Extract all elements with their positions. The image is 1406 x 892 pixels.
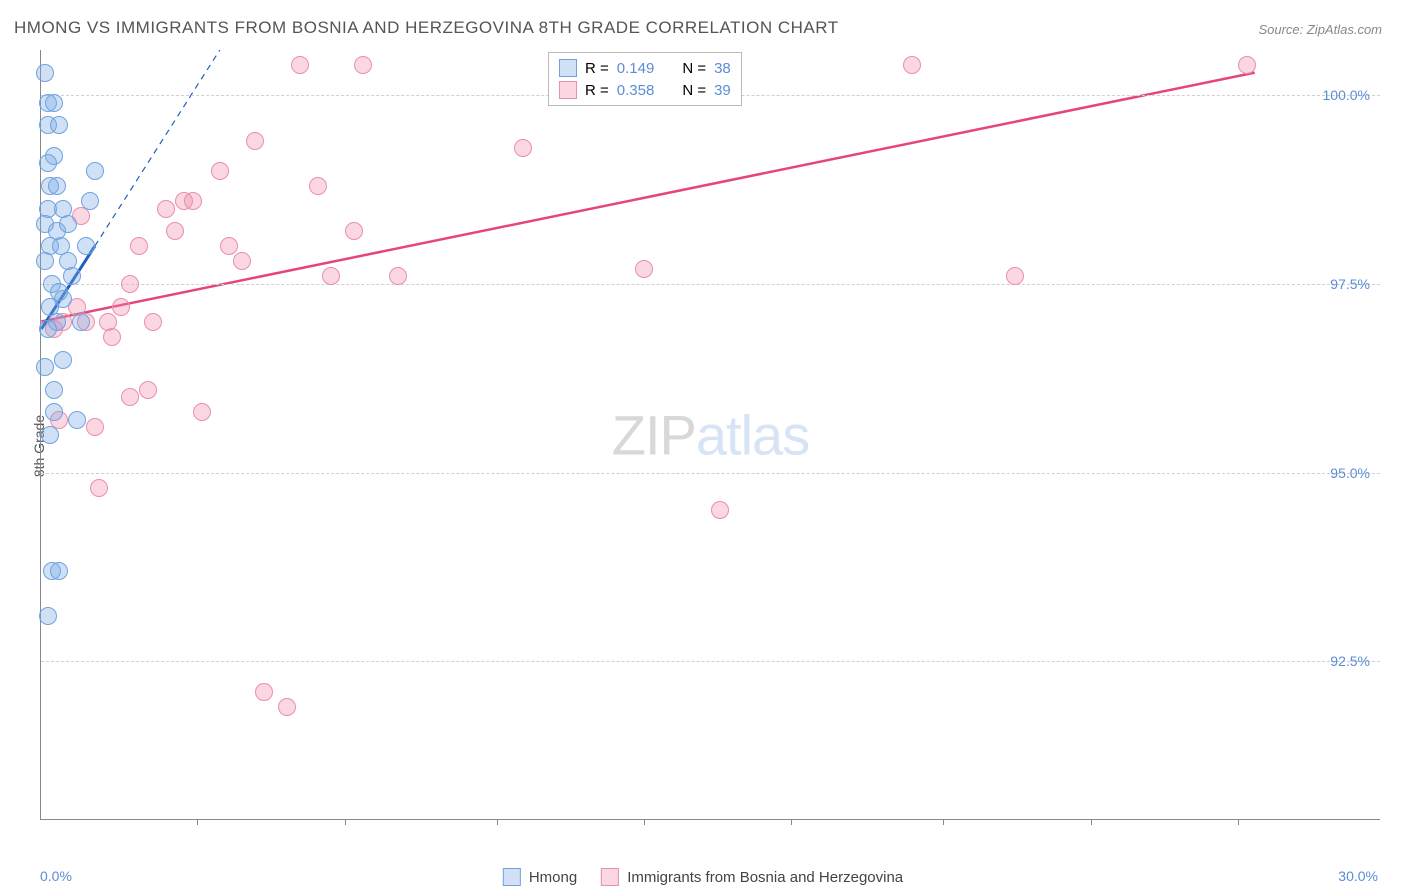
bosnia-point <box>211 162 229 180</box>
stats-row-bosnia: R = 0.358 N = 39 <box>559 79 731 101</box>
hmong-point <box>39 607 57 625</box>
bosnia-point <box>322 267 340 285</box>
x-axis-min-label: 0.0% <box>40 868 72 884</box>
bosnia-point <box>635 260 653 278</box>
hmong-point <box>72 313 90 331</box>
y-tick-label: 95.0% <box>1330 465 1370 481</box>
hmong-point <box>50 562 68 580</box>
plot-area: ZIPatlas 100.0% 97.5% 95.0% 92.5% <box>40 50 1380 820</box>
hmong-swatch <box>559 59 577 77</box>
bosnia-point <box>112 298 130 316</box>
hmong-point <box>36 64 54 82</box>
n-label: N = <box>682 82 706 99</box>
bosnia-point <box>139 381 157 399</box>
source-attribution: Source: ZipAtlas.com <box>1258 22 1382 37</box>
y-tick-label: 92.5% <box>1330 653 1370 669</box>
n-label: N = <box>682 60 706 77</box>
hmong-point <box>81 192 99 210</box>
x-tick-mark <box>197 819 198 825</box>
bosnia-point <box>711 501 729 519</box>
x-tick-mark <box>1091 819 1092 825</box>
x-tick-mark <box>1238 819 1239 825</box>
y-tick-label: 100.0% <box>1323 87 1370 103</box>
bosnia-point <box>903 56 921 74</box>
bosnia-point <box>1238 56 1256 74</box>
legend-item-hmong: Hmong <box>503 868 577 886</box>
bosnia-point <box>309 177 327 195</box>
hmong-point <box>50 283 68 301</box>
bosnia-point <box>345 222 363 240</box>
hmong-point <box>39 320 57 338</box>
x-tick-mark <box>791 819 792 825</box>
bosnia-swatch <box>559 81 577 99</box>
x-axis-max-label: 30.0% <box>1338 868 1378 884</box>
bottom-legend: Hmong Immigrants from Bosnia and Herzego… <box>503 868 903 886</box>
bosnia-point <box>1006 267 1024 285</box>
hmong-point <box>63 267 81 285</box>
x-tick-mark <box>644 819 645 825</box>
bosnia-point <box>130 237 148 255</box>
hmong-point <box>48 177 66 195</box>
bosnia-swatch <box>601 868 619 886</box>
r-value: 0.149 <box>617 60 655 77</box>
n-value: 38 <box>714 60 731 77</box>
chart-title: HMONG VS IMMIGRANTS FROM BOSNIA AND HERZ… <box>14 18 839 38</box>
bosnia-point <box>291 56 309 74</box>
hmong-point <box>68 411 86 429</box>
bosnia-point <box>278 698 296 716</box>
hmong-point <box>45 94 63 112</box>
hmong-point <box>77 237 95 255</box>
bosnia-point <box>255 683 273 701</box>
bosnia-point <box>184 192 202 210</box>
hmong-point <box>54 351 72 369</box>
bosnia-point <box>220 237 238 255</box>
hmong-swatch <box>503 868 521 886</box>
x-tick-mark <box>943 819 944 825</box>
bosnia-point <box>166 222 184 240</box>
bosnia-point <box>246 132 264 150</box>
y-tick-label: 97.5% <box>1330 276 1370 292</box>
legend-item-bosnia: Immigrants from Bosnia and Herzegovina <box>601 868 903 886</box>
hmong-point <box>36 358 54 376</box>
trend-lines-layer <box>41 50 1380 819</box>
hmong-point <box>45 403 63 421</box>
gridline <box>41 661 1380 662</box>
bosnia-point <box>389 267 407 285</box>
bosnia-point <box>121 275 139 293</box>
bosnia-point <box>193 403 211 421</box>
hmong-point <box>39 154 57 172</box>
hmong-point <box>59 215 77 233</box>
n-value: 39 <box>714 82 731 99</box>
gridline <box>41 284 1380 285</box>
watermark: ZIPatlas <box>612 402 809 467</box>
bosnia-point <box>144 313 162 331</box>
bosnia-point <box>121 388 139 406</box>
hmong-point <box>41 426 59 444</box>
r-value: 0.358 <box>617 82 655 99</box>
bosnia-point <box>103 328 121 346</box>
stats-row-hmong: R = 0.149 N = 38 <box>559 57 731 79</box>
bosnia-point <box>354 56 372 74</box>
bosnia-point <box>233 252 251 270</box>
stats-legend: R = 0.149 N = 38 R = 0.358 N = 39 <box>548 52 742 106</box>
bosnia-point <box>90 479 108 497</box>
x-tick-mark <box>345 819 346 825</box>
gridline <box>41 473 1380 474</box>
bosnia-point <box>157 200 175 218</box>
legend-label: Immigrants from Bosnia and Herzegovina <box>627 869 903 886</box>
hmong-point <box>45 381 63 399</box>
bosnia-point <box>514 139 532 157</box>
x-tick-mark <box>497 819 498 825</box>
hmong-point <box>50 116 68 134</box>
r-label: R = <box>585 82 609 99</box>
legend-label: Hmong <box>529 869 577 886</box>
hmong-point <box>86 162 104 180</box>
r-label: R = <box>585 60 609 77</box>
hmong-point <box>36 252 54 270</box>
bosnia-point <box>86 418 104 436</box>
